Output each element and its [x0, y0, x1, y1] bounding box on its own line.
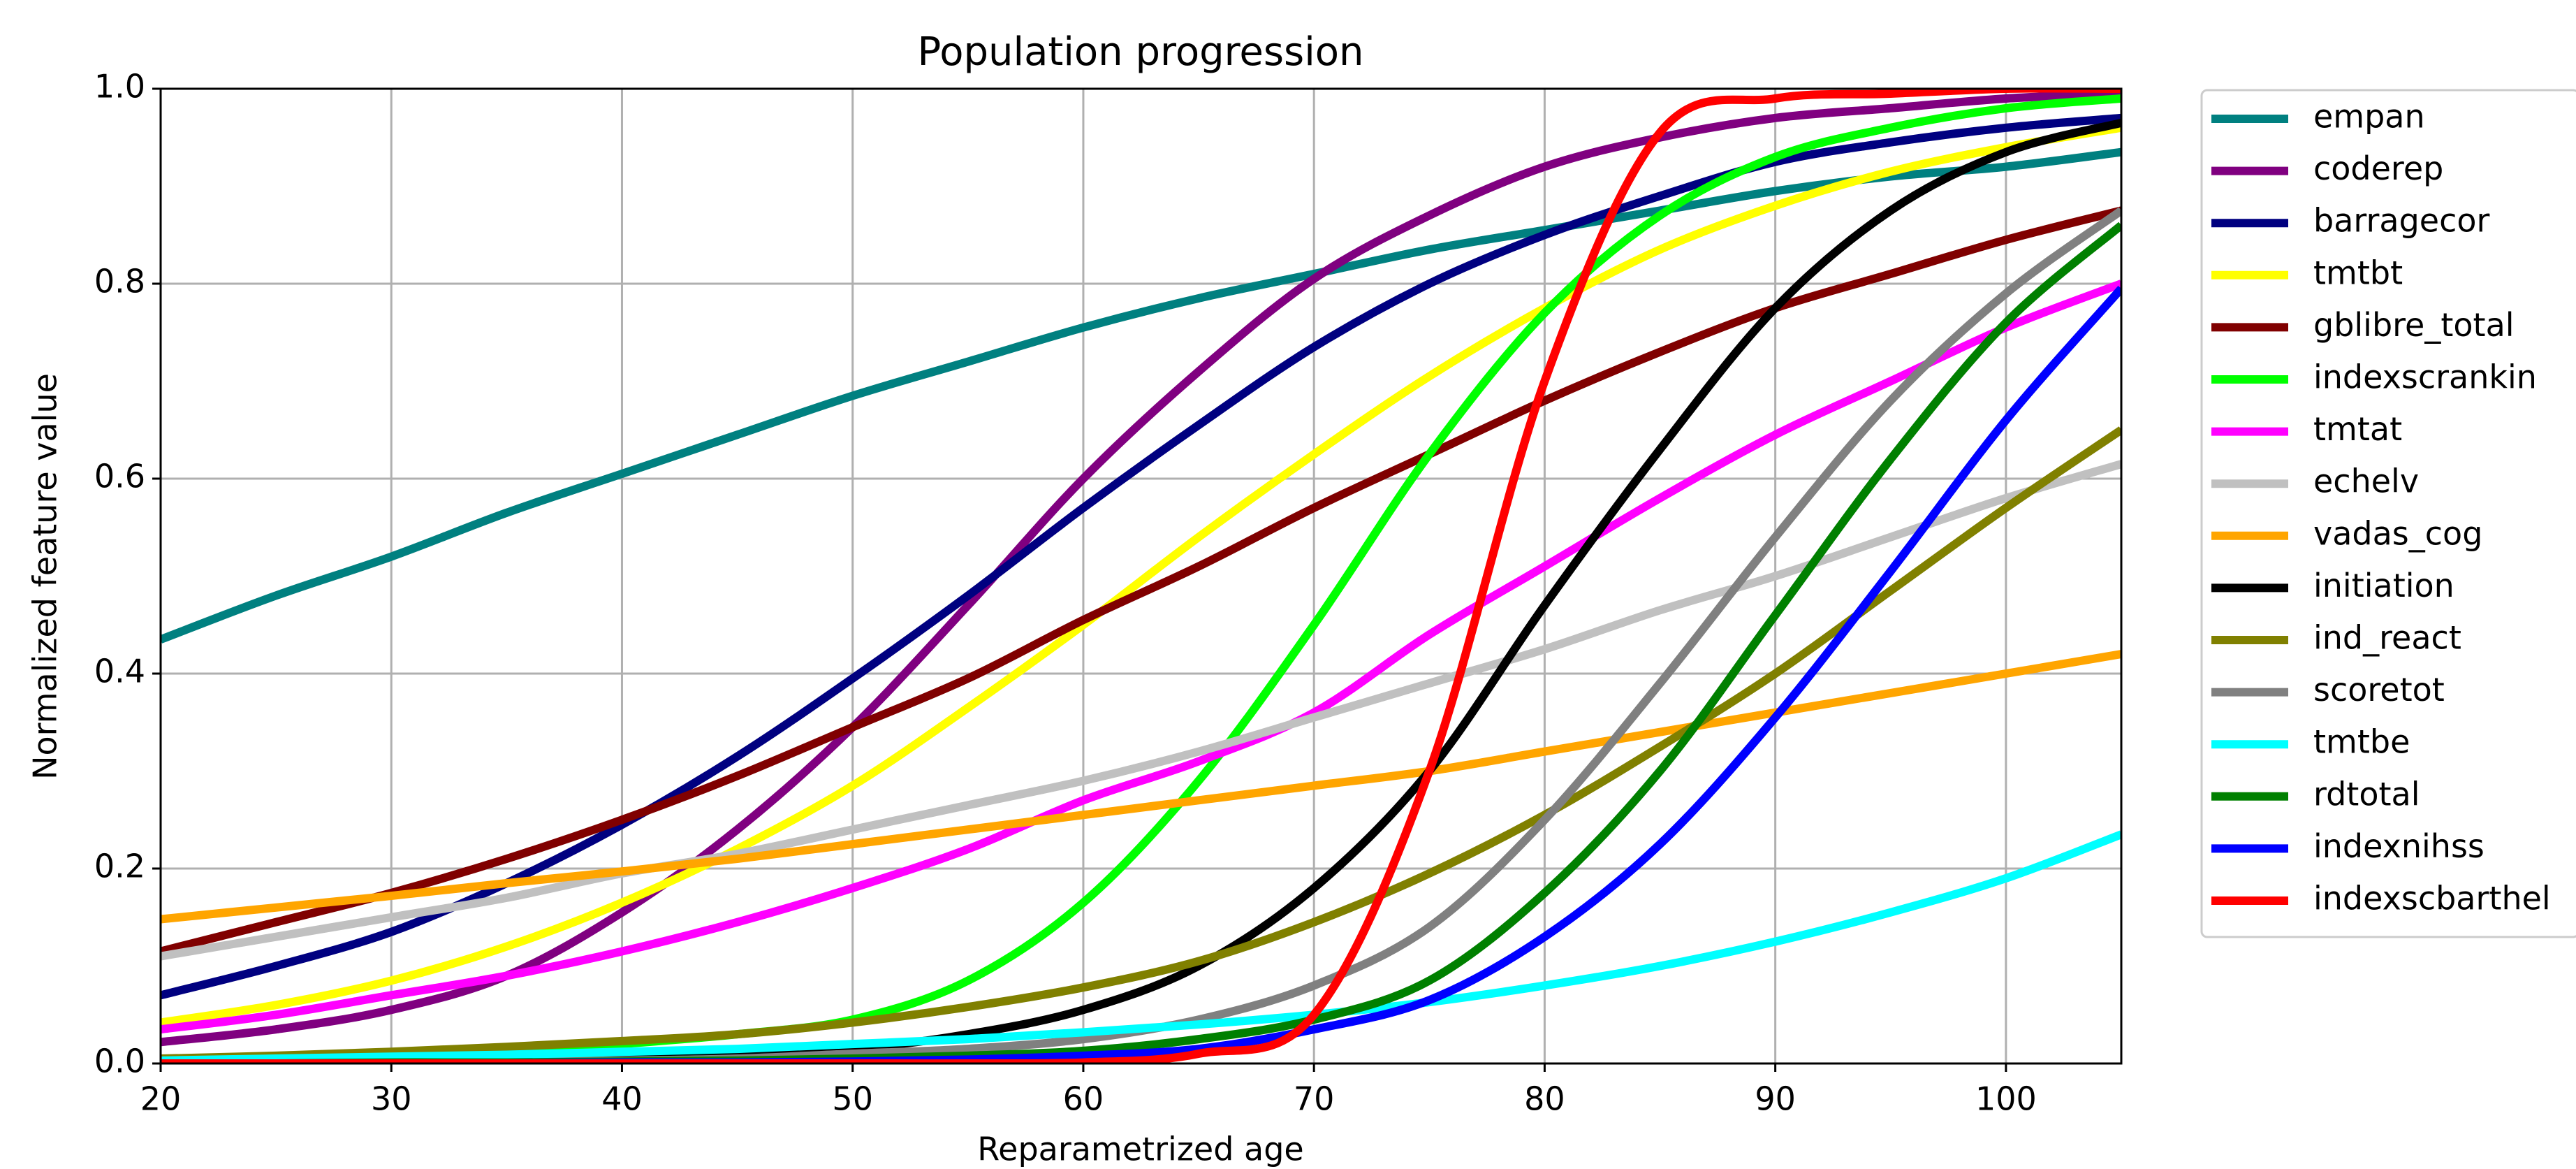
legend-label: indexnihss — [2313, 827, 2484, 865]
legend-label: initiation — [2313, 567, 2454, 604]
series-line — [161, 279, 2121, 1034]
x-tick-label: 80 — [1524, 1080, 1565, 1118]
series-line — [161, 206, 2121, 956]
x-tick-label: 40 — [601, 1080, 643, 1118]
x-tick-label: 100 — [1975, 1080, 2037, 1118]
legend-label: indexscrankin — [2313, 358, 2537, 396]
x-tick-label: 30 — [371, 1080, 412, 1118]
y-tick-label: 0.4 — [94, 653, 145, 690]
series-line — [161, 460, 2121, 961]
legend-label: tmtbe — [2313, 723, 2410, 761]
legend-label: ind_react — [2313, 619, 2461, 657]
y-tick-label: 0.0 — [94, 1043, 145, 1080]
ticks: 20 30 40 50 60 70 80 90 100 0.0 0.2 0.4 0.6 0.8 1.0 — [94, 68, 2037, 1118]
lines — [161, 89, 2121, 1063]
legend-label: vadas_cog — [2313, 514, 2482, 552]
x-tick-label: 60 — [1063, 1080, 1104, 1118]
legend-label: gblibre_total — [2313, 306, 2515, 344]
y-tick-label: 0.2 — [94, 848, 145, 885]
legend-label: indexscbarthel — [2313, 880, 2551, 917]
legend-label: echelv — [2313, 463, 2419, 500]
series-line — [161, 147, 2121, 644]
x-tick-label: 90 — [1755, 1080, 1796, 1118]
legend-label: barragecor — [2313, 202, 2490, 240]
legend-box — [2200, 89, 2576, 938]
legend-label: tmtbt — [2313, 254, 2403, 291]
legend-label: tmtat — [2313, 410, 2402, 448]
chart-title: Population progression — [917, 29, 1363, 75]
x-tick-label: 50 — [832, 1080, 873, 1118]
legend-label: empan — [2313, 98, 2425, 136]
y-tick-label: 1.0 — [94, 68, 145, 106]
legend-label: rdtotal — [2313, 775, 2420, 813]
legend-label: coderep — [2313, 150, 2443, 187]
x-tick-label: 20 — [140, 1080, 182, 1118]
series-line — [161, 286, 2121, 1063]
series-line — [161, 222, 2121, 1063]
y-tick-label: 0.6 — [94, 458, 145, 495]
plot-frame — [159, 87, 2123, 1065]
x-tick-label: 70 — [1294, 1080, 1335, 1118]
y-tick-label: 0.8 — [94, 263, 145, 300]
series-line — [161, 89, 2121, 1047]
legend: empan coderep barragecor tmtbt gblibre_total… — [2211, 98, 2551, 917]
series-line — [161, 89, 2121, 1063]
series-line — [161, 830, 2121, 1063]
y-axis-label: Normalized feature value — [27, 373, 64, 780]
series-line — [161, 650, 2121, 924]
x-axis-label: Reparametrized age — [977, 1131, 1303, 1168]
series-line — [161, 426, 2121, 1063]
series-line — [161, 123, 2121, 1027]
legend-label: scoretot — [2313, 671, 2445, 709]
